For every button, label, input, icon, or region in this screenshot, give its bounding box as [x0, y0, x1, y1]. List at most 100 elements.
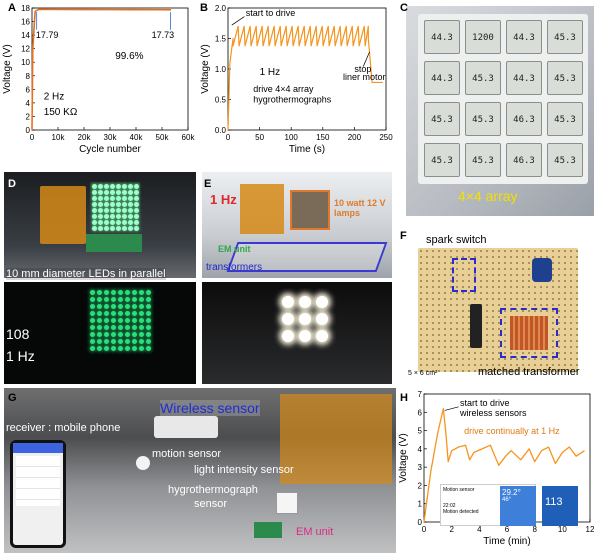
led — [98, 190, 103, 195]
led — [98, 202, 103, 207]
lamp-board — [290, 190, 330, 230]
x-tick-label: 0 — [226, 133, 231, 142]
x-tick-label: 10 — [558, 525, 567, 534]
led — [110, 196, 115, 201]
display-value: 45.3 — [431, 156, 453, 166]
lit-led — [118, 339, 123, 344]
phone-inset-light: 113 — [542, 486, 578, 526]
lit-led — [118, 304, 123, 309]
inset-status: Motion detected — [443, 509, 479, 515]
x-tick-label: 30k — [104, 133, 118, 142]
lit-led — [125, 290, 130, 295]
acrylic-rig — [280, 394, 392, 484]
transformer-coil — [510, 316, 548, 350]
led — [116, 220, 121, 225]
led — [128, 226, 133, 231]
lit-led — [104, 332, 109, 337]
lit-led — [125, 325, 130, 330]
wireless-sensor-title: Wireless sensor — [160, 400, 260, 416]
lit-led — [104, 346, 109, 351]
lit-led — [118, 297, 123, 302]
display-value: 45.3 — [554, 33, 576, 43]
y-axis-label: Voltage (V) — [2, 44, 13, 93]
lit-led — [139, 297, 144, 302]
hygrothermograph-display: 45.3 — [547, 61, 583, 95]
lit-led — [139, 339, 144, 344]
led — [98, 208, 103, 213]
display-value: 45.3 — [472, 156, 494, 166]
x-tick-label: 0 — [30, 133, 35, 142]
lcd-grid: 44.3 1200 44.3 45.3 44.3 45.3 44.3 45.3 45.3 45.3… — [418, 14, 588, 184]
matched-transformer-box — [500, 308, 558, 358]
panel-h: H 0 2 4 6 8 10 12 0 1 2 3 4 5 6 7 Time (min) Voltage (V)… — [396, 388, 600, 553]
lit-led — [146, 332, 151, 337]
led — [104, 184, 109, 189]
annotation-device: hygrothermographs — [253, 95, 332, 105]
lit-led — [125, 332, 130, 337]
annotation-drive: drive continually at 1 Hz — [464, 426, 560, 436]
lit-led — [132, 346, 137, 351]
panel-label-d: D — [8, 178, 16, 190]
annotation-target: wireless sensors — [459, 408, 527, 418]
led — [104, 208, 109, 213]
x-tick-label: 8 — [532, 525, 537, 534]
led — [92, 214, 97, 219]
lit-led — [146, 318, 151, 323]
annotation-start: start to drive — [246, 8, 296, 18]
led — [128, 190, 133, 195]
lamp-frequency: 1 Hz — [210, 192, 237, 207]
lit-lamp-array — [282, 296, 332, 346]
panel-g: G Wireless sensor receiver : mobile phon… — [0, 388, 396, 553]
phone-inset-hygro: 29.2° 46° — [500, 486, 536, 526]
hygrothermograph-display: 45.3 — [424, 102, 460, 136]
spark-switch-label: spark switch — [426, 234, 487, 246]
lit-led — [97, 318, 102, 323]
x-tick-label: 100 — [285, 133, 299, 142]
led — [92, 208, 97, 213]
led — [92, 226, 97, 231]
lit-led — [111, 290, 116, 295]
voltage-trace — [31, 8, 172, 131]
em-unit-board — [254, 522, 282, 538]
lit-led — [146, 346, 151, 351]
light-sensor-label: light intensity sensor — [194, 464, 294, 476]
lit-led — [118, 325, 123, 330]
lit-led — [97, 339, 102, 344]
acrylic-frame — [240, 184, 284, 234]
lit-led — [125, 346, 130, 351]
x-tick-label: 10k — [52, 133, 66, 142]
lit-lamp — [316, 330, 328, 342]
lit-led — [125, 318, 130, 323]
lit-led — [139, 346, 144, 351]
lit-led — [111, 346, 116, 351]
lit-led — [139, 318, 144, 323]
inset-title: Motion sensor — [443, 487, 475, 493]
y-axis-label: Voltage (V) — [200, 44, 211, 93]
led — [122, 196, 127, 201]
phone-screen-list — [16, 456, 60, 506]
hygrothermograph-display: 45.3 — [424, 143, 460, 177]
phone-screen-header — [13, 443, 63, 453]
lit-led — [97, 332, 102, 337]
lit-lamp — [299, 296, 311, 308]
lamp-rig-photo-bottom — [202, 282, 392, 384]
led-count: 108 — [6, 326, 30, 342]
panel-c: C 44.3 1200 44.3 45.3 44.3 45.3 44.3 45.3 45.3 45… — [396, 0, 600, 220]
lit-led — [90, 297, 95, 302]
circuit-board — [86, 234, 142, 252]
x-tick-label: 50 — [255, 133, 264, 142]
led — [128, 214, 133, 219]
led — [104, 196, 109, 201]
hygrothermograph-display: 45.3 — [547, 102, 583, 136]
inset-time: 22:02 — [443, 503, 456, 509]
hygrothermograph-display: 44.3 — [506, 20, 542, 54]
led — [116, 196, 121, 201]
hygrothermograph-display: 46.3 — [506, 143, 542, 177]
lit-led — [132, 297, 137, 302]
lit-led — [97, 346, 102, 351]
lit-led — [104, 297, 109, 302]
lit-led — [90, 332, 95, 337]
inset-temp: 29.2° — [502, 488, 521, 497]
led — [128, 208, 133, 213]
